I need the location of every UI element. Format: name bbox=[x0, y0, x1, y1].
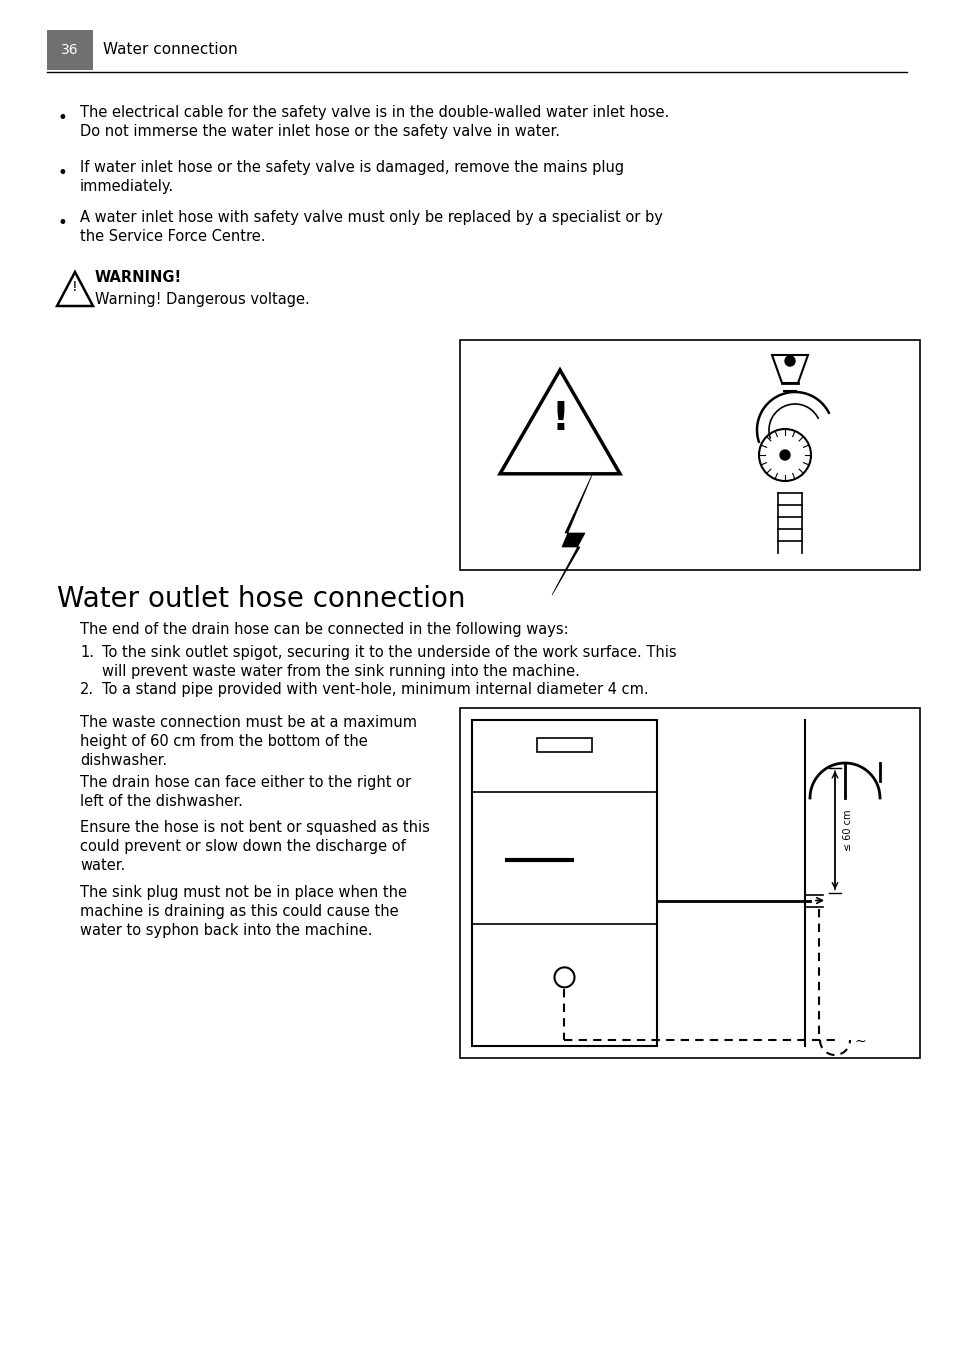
Text: Warning! Dangerous voltage.: Warning! Dangerous voltage. bbox=[95, 292, 310, 307]
Text: water to syphon back into the machine.: water to syphon back into the machine. bbox=[80, 923, 372, 938]
Text: A water inlet hose with safety valve must only be replaced by a specialist or by: A water inlet hose with safety valve mus… bbox=[80, 210, 662, 224]
Circle shape bbox=[759, 429, 810, 481]
Text: machine is draining as this could cause the: machine is draining as this could cause … bbox=[80, 904, 398, 919]
Bar bbox=[459, 339, 919, 571]
Text: The sink plug must not be in place when the: The sink plug must not be in place when … bbox=[80, 886, 407, 900]
Text: The end of the drain hose can be connected in the following ways:: The end of the drain hose can be connect… bbox=[80, 622, 568, 637]
Text: Water connection: Water connection bbox=[103, 42, 237, 58]
Text: the Service Force Centre.: the Service Force Centre. bbox=[80, 228, 265, 243]
Text: left of the dishwasher.: left of the dishwasher. bbox=[80, 794, 243, 808]
Text: To a stand pipe provided with vent-hole, minimum internal diameter 4 cm.: To a stand pipe provided with vent-hole,… bbox=[102, 681, 648, 698]
Text: water.: water. bbox=[80, 859, 125, 873]
Text: height of 60 cm from the bottom of the: height of 60 cm from the bottom of the bbox=[80, 734, 367, 749]
Polygon shape bbox=[552, 475, 592, 595]
Text: !: ! bbox=[551, 400, 568, 438]
Bar bbox=[459, 708, 919, 1059]
Text: •: • bbox=[57, 110, 67, 127]
Text: The drain hose can face either to the right or: The drain hose can face either to the ri… bbox=[80, 775, 411, 790]
Text: 1.: 1. bbox=[80, 645, 94, 660]
Bar bbox=[472, 721, 657, 1046]
Text: The electrical cable for the safety valve is in the double-walled water inlet ho: The electrical cable for the safety valv… bbox=[80, 105, 669, 120]
Text: will prevent waste water from the sink running into the machine.: will prevent waste water from the sink r… bbox=[102, 664, 579, 679]
Circle shape bbox=[780, 450, 789, 460]
Text: The waste connection must be at a maximum: The waste connection must be at a maximu… bbox=[80, 715, 416, 730]
Text: !: ! bbox=[72, 280, 78, 293]
Text: Ensure the hose is not bent or squashed as this: Ensure the hose is not bent or squashed … bbox=[80, 821, 430, 836]
Text: Water outlet hose connection: Water outlet hose connection bbox=[57, 585, 465, 612]
Text: immediately.: immediately. bbox=[80, 178, 174, 193]
Text: WARNING!: WARNING! bbox=[95, 270, 182, 285]
Circle shape bbox=[554, 967, 574, 987]
Text: To the sink outlet spigot, securing it to the underside of the work surface. Thi: To the sink outlet spigot, securing it t… bbox=[102, 645, 676, 660]
Bar bbox=[47, 30, 92, 70]
Text: dishwasher.: dishwasher. bbox=[80, 753, 167, 768]
Text: •: • bbox=[57, 214, 67, 233]
Text: ≤ 60 cm: ≤ 60 cm bbox=[842, 810, 852, 850]
Text: •: • bbox=[57, 164, 67, 183]
Text: Do not immerse the water inlet hose or the safety valve in water.: Do not immerse the water inlet hose or t… bbox=[80, 124, 559, 139]
Text: If water inlet hose or the safety valve is damaged, remove the mains plug: If water inlet hose or the safety valve … bbox=[80, 160, 623, 174]
Text: 36: 36 bbox=[61, 43, 79, 57]
Bar bbox=[537, 738, 592, 752]
Text: 2.: 2. bbox=[80, 681, 94, 698]
Text: ~: ~ bbox=[854, 1036, 865, 1049]
Circle shape bbox=[784, 356, 794, 366]
Text: could prevent or slow down the discharge of: could prevent or slow down the discharge… bbox=[80, 840, 405, 854]
